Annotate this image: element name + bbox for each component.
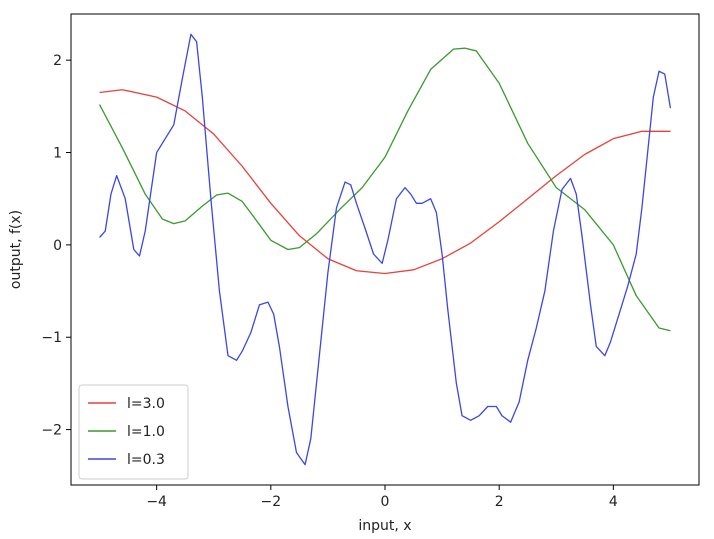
x-axis-label: input, x xyxy=(358,518,411,534)
y-axis-label: output, f(x) xyxy=(8,210,24,289)
legend-label: l=0.3 xyxy=(127,452,165,468)
series-line-0 xyxy=(99,89,671,275)
y-tick-label: 1 xyxy=(53,146,62,162)
legend-label: l=1.0 xyxy=(127,424,165,440)
legend-label: l=3.0 xyxy=(127,396,165,412)
series-line-1 xyxy=(98,47,671,332)
y-tick-label: 0 xyxy=(53,238,62,254)
legend-box xyxy=(78,384,189,480)
x-tick-label: 2 xyxy=(495,494,504,510)
x-axis: −4 −2 0 2 4 xyxy=(146,485,618,510)
y-tick-label: 2 xyxy=(53,53,62,69)
series-line-2 xyxy=(99,33,672,466)
series-layer xyxy=(98,33,672,466)
x-tick-label: −4 xyxy=(146,494,167,510)
x-tick-label: 4 xyxy=(609,494,618,510)
x-tick-label: 0 xyxy=(381,494,390,510)
y-axis: −2 −1 0 1 2 xyxy=(41,53,71,439)
y-tick-label: −2 xyxy=(41,423,62,439)
legend: l=3.0 l=1.0 l=0.3 xyxy=(78,384,189,480)
y-tick-label: −1 xyxy=(41,330,62,346)
x-tick-label: −2 xyxy=(260,494,281,510)
